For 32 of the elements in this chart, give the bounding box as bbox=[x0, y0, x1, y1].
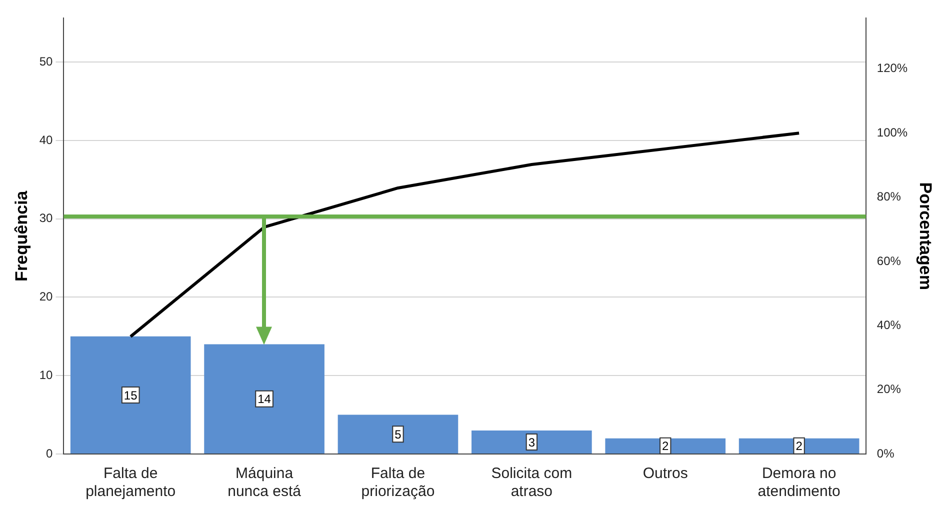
y-tick-label: 50 bbox=[39, 54, 54, 68]
bar bbox=[605, 438, 726, 454]
data-label: 15 bbox=[124, 388, 138, 402]
y2-tick-label: 60% bbox=[876, 254, 902, 268]
data-label: 14 bbox=[258, 392, 272, 406]
y-tick-label: 20 bbox=[39, 290, 54, 304]
y-tick-label: 30 bbox=[39, 211, 54, 226]
y2-tick-label: 40% bbox=[876, 318, 902, 332]
x-tick-label: Solicita com atraso bbox=[491, 465, 572, 500]
y2-tick-label: 0% bbox=[876, 446, 895, 460]
y2-tick-label: 20% bbox=[876, 382, 902, 396]
y-tick-label: 40 bbox=[39, 132, 54, 147]
bar bbox=[338, 414, 458, 454]
y-axis-title: Frequência bbox=[12, 190, 31, 282]
x-tick-label: Demora no atendimento bbox=[758, 465, 840, 500]
y2-tick-label: 100% bbox=[876, 125, 908, 140]
data-label: 2 bbox=[662, 439, 670, 454]
bar bbox=[472, 430, 592, 454]
x-tick-label: Outros bbox=[642, 465, 688, 482]
y-tick-label: 10 bbox=[39, 368, 54, 382]
x-tick-label: Falta de priorização bbox=[361, 465, 435, 500]
x-tick-label: Falta de planejamento bbox=[86, 465, 176, 500]
data-label: 2 bbox=[796, 439, 803, 454]
bar bbox=[70, 336, 191, 454]
x-tick-label: Máquina nunca está bbox=[228, 465, 302, 500]
bar bbox=[204, 344, 324, 454]
y2-tick-label: 120% bbox=[876, 61, 908, 76]
y2-axis-title: Porcentagem bbox=[916, 182, 936, 290]
y2-tick-label: 80% bbox=[876, 190, 902, 204]
y-tick-label: 0 bbox=[46, 446, 54, 460]
data-label: 5 bbox=[394, 427, 402, 442]
data-label: 3 bbox=[528, 435, 536, 450]
